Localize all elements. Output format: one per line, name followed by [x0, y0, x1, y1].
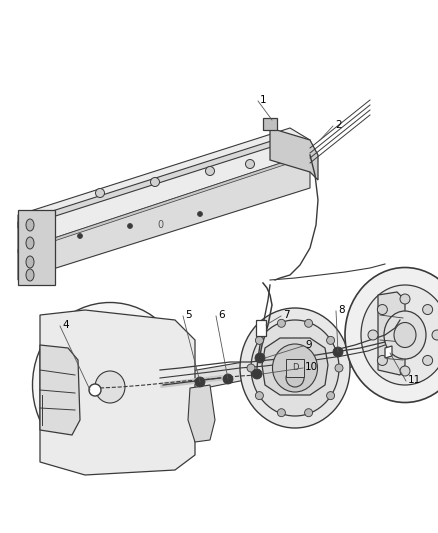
- Text: D: D: [292, 364, 298, 373]
- Text: 8: 8: [338, 305, 345, 315]
- Circle shape: [368, 330, 378, 340]
- Polygon shape: [378, 292, 405, 375]
- Ellipse shape: [95, 371, 125, 403]
- Circle shape: [78, 233, 82, 238]
- Text: 0: 0: [157, 220, 163, 230]
- Ellipse shape: [26, 219, 34, 231]
- Bar: [286, 359, 304, 377]
- Text: 4: 4: [62, 320, 69, 330]
- Ellipse shape: [45, 315, 175, 455]
- Circle shape: [255, 336, 263, 344]
- Polygon shape: [340, 342, 385, 370]
- Circle shape: [400, 294, 410, 304]
- Circle shape: [333, 347, 343, 357]
- Text: 5: 5: [185, 310, 192, 320]
- Circle shape: [223, 374, 233, 384]
- Circle shape: [252, 369, 262, 379]
- Circle shape: [127, 223, 133, 229]
- Text: 6: 6: [218, 310, 225, 320]
- Circle shape: [198, 212, 202, 216]
- Ellipse shape: [384, 311, 426, 359]
- Polygon shape: [18, 210, 55, 285]
- Bar: [263, 118, 277, 130]
- Ellipse shape: [394, 322, 416, 348]
- Polygon shape: [185, 360, 255, 392]
- Circle shape: [400, 366, 410, 376]
- Circle shape: [286, 369, 304, 387]
- Ellipse shape: [63, 335, 158, 435]
- Text: 10: 10: [305, 362, 318, 372]
- Ellipse shape: [272, 344, 318, 392]
- Polygon shape: [40, 310, 195, 475]
- Ellipse shape: [32, 303, 187, 467]
- Ellipse shape: [345, 268, 438, 402]
- Polygon shape: [262, 338, 328, 395]
- Ellipse shape: [251, 320, 339, 416]
- Polygon shape: [188, 385, 215, 442]
- Circle shape: [327, 392, 335, 400]
- Circle shape: [423, 304, 433, 314]
- Circle shape: [151, 177, 159, 187]
- Circle shape: [255, 353, 265, 363]
- Polygon shape: [18, 160, 290, 253]
- Circle shape: [304, 409, 313, 417]
- Bar: [256, 320, 266, 336]
- Circle shape: [378, 356, 387, 366]
- Polygon shape: [40, 345, 80, 435]
- Circle shape: [255, 392, 263, 400]
- Circle shape: [327, 336, 335, 344]
- Ellipse shape: [26, 269, 34, 281]
- Text: 1: 1: [260, 95, 267, 105]
- Circle shape: [277, 319, 286, 327]
- Circle shape: [95, 189, 105, 198]
- Text: 9: 9: [305, 340, 311, 350]
- Polygon shape: [18, 128, 310, 250]
- Circle shape: [423, 356, 433, 366]
- Polygon shape: [18, 135, 290, 228]
- Ellipse shape: [361, 285, 438, 385]
- Polygon shape: [18, 160, 310, 280]
- Circle shape: [304, 319, 313, 327]
- Polygon shape: [385, 346, 392, 358]
- Circle shape: [432, 330, 438, 340]
- Circle shape: [378, 304, 387, 314]
- Ellipse shape: [26, 237, 34, 249]
- Ellipse shape: [240, 308, 350, 428]
- Circle shape: [246, 159, 254, 168]
- Circle shape: [205, 166, 215, 175]
- Text: 11: 11: [408, 375, 421, 385]
- Text: 7: 7: [283, 310, 290, 320]
- Text: 2: 2: [335, 120, 342, 130]
- Circle shape: [195, 377, 205, 387]
- Circle shape: [277, 409, 286, 417]
- Circle shape: [89, 384, 101, 396]
- Ellipse shape: [26, 256, 34, 268]
- Circle shape: [335, 364, 343, 372]
- Circle shape: [247, 364, 255, 372]
- Polygon shape: [270, 128, 318, 180]
